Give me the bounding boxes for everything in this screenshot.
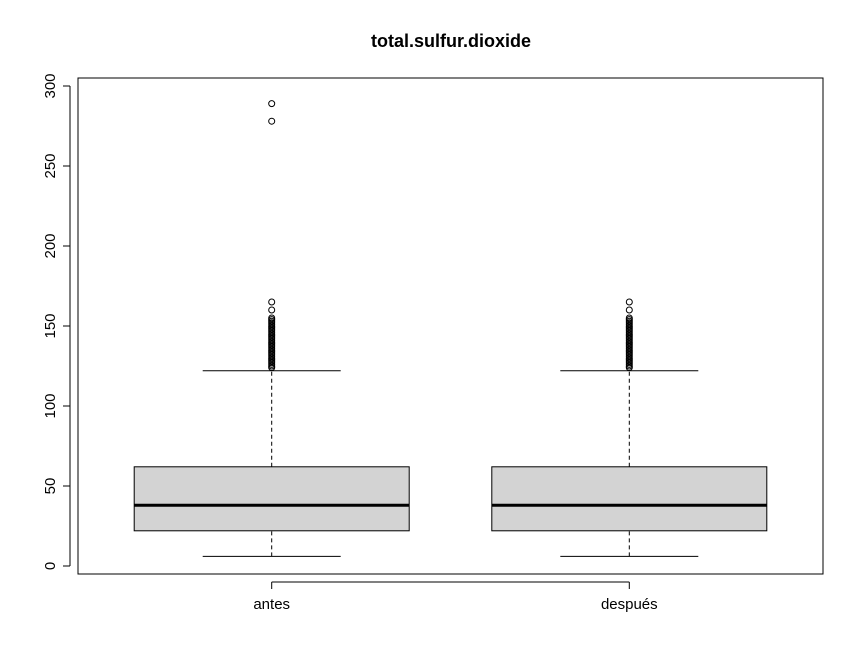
x-tick-label: después [601,596,658,613]
outlier-point [625,298,633,306]
outlier-point [625,306,633,314]
y-axis: 0 50 100 150 200 250 300 [42,73,71,570]
chart-title: total.sulfur.dioxide [371,31,531,51]
outlier-point [268,117,276,125]
y-tick-label: 300 [42,73,59,98]
box-iqr [491,466,768,532]
plot-frame [77,77,824,575]
box-después [491,298,768,557]
y-tick-label: 0 [42,562,59,570]
y-tick-label: 250 [42,153,59,178]
outlier-point [268,298,276,306]
y-tick-label: 200 [42,233,59,258]
y-tick-label: 100 [42,393,59,418]
outlier-point [625,314,633,322]
box-antes [133,100,410,557]
y-tick-label: 50 [42,478,59,495]
outlier-point [268,314,276,322]
box-iqr [133,466,410,532]
y-tick-label: 150 [42,313,59,338]
outlier-point [268,100,276,108]
boxes [133,100,768,557]
outlier-point [268,306,276,314]
x-axis: antes después [253,581,658,613]
x-tick-label: antes [253,596,290,613]
